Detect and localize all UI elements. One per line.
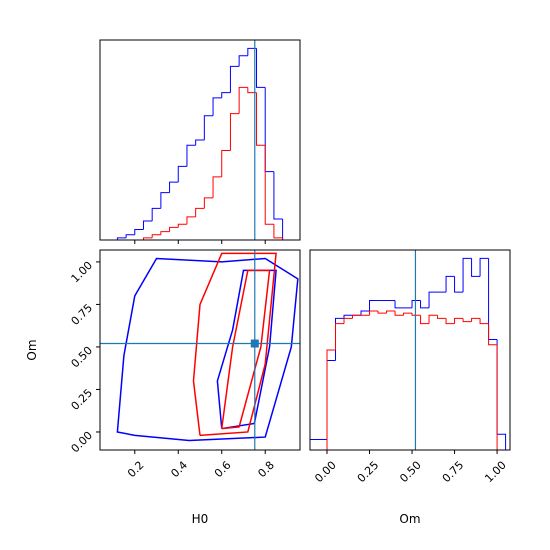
histogram-step bbox=[203, 115, 214, 140]
histogram-step bbox=[238, 55, 248, 67]
histogram-step bbox=[471, 258, 481, 277]
histogram-step bbox=[229, 113, 240, 151]
histogram-step bbox=[221, 92, 231, 98]
histogram-step bbox=[343, 317, 353, 324]
histogram-step bbox=[195, 139, 205, 146]
y-tick-label: 0.50 bbox=[69, 344, 96, 371]
histogram-step bbox=[177, 165, 187, 183]
histogram-step bbox=[151, 207, 161, 222]
histogram-step bbox=[221, 150, 231, 177]
x-tick-label: 0.75 bbox=[440, 459, 467, 486]
histogram-step bbox=[496, 339, 507, 450]
histogram-step bbox=[326, 349, 336, 450]
histogram-step bbox=[134, 228, 144, 235]
histogram-step bbox=[273, 171, 283, 220]
histogram-step bbox=[256, 48, 266, 88]
y-tick-label: 1.00 bbox=[69, 259, 96, 286]
x-tick-label: 0.8 bbox=[255, 459, 277, 481]
truth-point bbox=[250, 339, 259, 348]
histogram-step bbox=[403, 312, 413, 316]
histogram-step bbox=[169, 226, 179, 232]
histogram-step bbox=[437, 315, 447, 319]
histogram-step bbox=[238, 86, 248, 114]
histogram-step bbox=[394, 311, 404, 316]
contour-line bbox=[220, 269, 271, 430]
histogram-step bbox=[445, 275, 455, 293]
x-axis-label: H0 bbox=[192, 512, 209, 526]
histogram-step bbox=[386, 310, 396, 314]
histogram-step bbox=[471, 317, 481, 322]
histogram-step bbox=[394, 300, 404, 309]
histogram-step bbox=[377, 311, 387, 314]
histogram-step bbox=[420, 315, 430, 325]
histogram-step bbox=[309, 438, 319, 450]
histogram-step bbox=[343, 314, 353, 319]
histogram-step bbox=[186, 144, 196, 167]
histogram-step bbox=[479, 318, 489, 325]
histogram-step bbox=[212, 97, 222, 116]
histogram-step bbox=[369, 300, 379, 312]
histogram-step bbox=[462, 257, 472, 293]
histogram-step bbox=[186, 216, 196, 225]
x-tick-label: 0.6 bbox=[212, 459, 234, 481]
y-tick-label: 0.75 bbox=[69, 301, 96, 328]
y-tick-label: 0.25 bbox=[69, 386, 96, 413]
histogram-step bbox=[462, 318, 472, 323]
x-tick-label: 1.00 bbox=[482, 459, 509, 486]
y-tick-label: 0.00 bbox=[69, 429, 96, 456]
x-tick-label: 0.50 bbox=[397, 459, 424, 486]
contour-line bbox=[192, 252, 277, 437]
histogram-step bbox=[411, 300, 421, 308]
histogram-step bbox=[116, 237, 127, 240]
histogram-step bbox=[256, 92, 266, 146]
histogram-step bbox=[151, 234, 161, 238]
histogram-step bbox=[335, 317, 345, 361]
contour-line bbox=[116, 257, 299, 442]
histogram-step bbox=[229, 65, 240, 93]
histogram-step bbox=[203, 197, 214, 209]
histogram-step bbox=[454, 276, 464, 293]
histogram-step bbox=[488, 323, 498, 346]
x-tick-label: 0.4 bbox=[168, 459, 190, 481]
histogram-step bbox=[454, 317, 464, 324]
histogram-step bbox=[142, 220, 153, 230]
y-axis-label: Om bbox=[25, 339, 39, 360]
x-tick-label: 0.25 bbox=[355, 459, 382, 486]
histogram-step bbox=[360, 310, 370, 316]
histogram-step bbox=[428, 314, 438, 324]
panel-frame bbox=[99, 249, 301, 451]
histogram-step bbox=[479, 257, 489, 277]
histogram-step bbox=[352, 314, 362, 319]
histogram-step bbox=[169, 181, 179, 193]
panel-frame bbox=[99, 39, 301, 241]
histogram-step bbox=[177, 223, 187, 228]
histogram-step bbox=[420, 300, 430, 309]
histogram-step bbox=[264, 87, 274, 173]
x-axis-label: Om bbox=[399, 512, 420, 526]
histogram-step bbox=[488, 258, 498, 340]
histogram-step bbox=[142, 237, 153, 240]
histogram-step bbox=[326, 360, 336, 440]
histogram-step bbox=[264, 145, 274, 225]
histogram-step bbox=[282, 218, 292, 241]
histogram-step bbox=[273, 224, 283, 239]
histogram-step bbox=[247, 47, 257, 56]
histogram-step bbox=[195, 207, 205, 217]
histogram-step bbox=[160, 192, 170, 209]
histogram-step bbox=[247, 87, 257, 94]
x-tick-label: 0.2 bbox=[125, 459, 147, 481]
histogram-step bbox=[411, 313, 421, 316]
histogram-step bbox=[335, 323, 345, 350]
histogram-step bbox=[369, 310, 379, 316]
histogram-step bbox=[428, 291, 438, 308]
histogram-step bbox=[212, 176, 222, 198]
histogram-step bbox=[160, 231, 170, 235]
histogram-step bbox=[445, 318, 455, 325]
panel-frame bbox=[309, 249, 511, 451]
histogram-step bbox=[125, 234, 135, 238]
x-tick-label: 0.00 bbox=[312, 459, 339, 486]
